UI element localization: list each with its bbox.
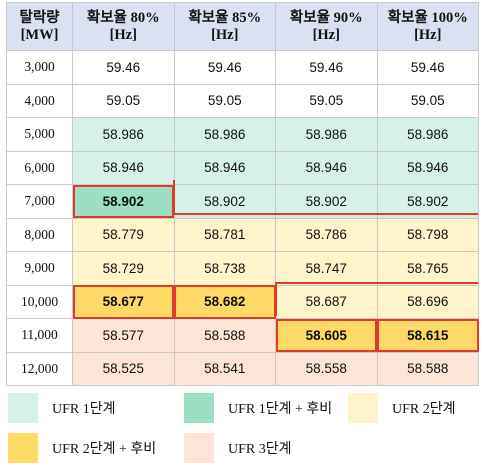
value-cell: 58.577 [72,318,175,353]
frequency-table: 탈락량 [MW] 확보율 80% [Hz] 확보율 85% [Hz] 확보율 90%[… [6,2,479,386]
value-cell: 58.946 [72,150,175,185]
value-cell-highlight: 58.677 [72,284,175,319]
value-cell: 58.779 [72,217,175,252]
boundary-line [275,282,277,316]
header-90: 확보율 90% [Hz] [275,2,378,51]
load-cell: 8,000 [6,217,73,252]
table-row: 9,000 58.729 58.738 58.747 58.765 [6,251,479,286]
value-cell: 58.986 [376,117,479,152]
legend-item: UFR 1단계 + 후비 [184,386,332,430]
legend-swatch [184,393,214,423]
header-load-unit: [MW] [20,26,59,43]
header-80: 확보율 80% [Hz] [72,2,175,51]
value-cell: 59.46 [72,50,175,85]
legend-label: UFR 3단계 [228,442,292,457]
value-cell: 58.696 [376,284,479,319]
load-cell: 6,000 [6,150,73,185]
legend-item: UFR 2단계 [348,386,456,430]
load-cell: 4,000 [6,83,73,118]
value-cell: 58.525 [72,351,175,386]
value-cell: 58.729 [72,251,175,286]
table-row: 6,000 58.946 58.946 58.946 58.946 [6,150,479,185]
header-load-title: 탈락량 [19,9,60,26]
value-cell: 58.687 [275,284,378,319]
table-row: 5,000 58.986 58.986 58.986 58.986 [6,117,479,152]
table-row: 7,000 58.902 58.902 58.902 58.902 [6,184,479,219]
legend-row-2: UFR 2단계 + 후비 UFR 3단계 [8,426,478,470]
header-80-title: 확보율 80% [86,9,160,26]
header-85-title: 확보율 85% [188,9,262,26]
value-cell: 59.46 [173,50,276,85]
table-row: 11,000 58.577 58.588 58.605 58.615 [6,318,479,353]
header-80-unit: [Hz] [109,26,137,43]
value-cell-highlight: 58.682 [173,284,276,319]
header-85-unit: [Hz] [211,26,239,43]
value-cell: 58.902 [275,184,378,219]
value-cell: 58.747 [275,251,378,286]
table-row: 3,000 59.46 59.46 59.46 59.46 [6,50,479,85]
table-row: 4,000 59.05 59.05 59.05 59.05 [6,83,479,118]
header-90-unit: [Hz] [312,26,340,43]
value-cell: 58.946 [275,150,378,185]
load-cell: 12,000 [6,351,73,386]
load-cell: 10,000 [6,284,73,319]
value-cell: 58.558 [275,351,378,386]
value-cell: 58.786 [275,217,378,252]
value-cell: 58.946 [173,150,276,185]
value-cell-highlight: 58.605 [275,318,378,353]
header-90-title: 확보율 90% [289,9,363,26]
legend-swatch [184,433,214,463]
legend-item: UFR 3단계 [184,426,292,470]
boundary-line [275,282,478,284]
value-cell: 59.05 [376,83,479,118]
value-cell: 59.46 [376,50,479,85]
load-cell: 7,000 [6,184,73,219]
boundary-line [173,180,175,215]
header-100: 확보율 100% [Hz] [376,2,479,51]
load-cell: 3,000 [6,50,73,85]
header-load: 탈락량 [MW] [6,2,73,51]
header-100-unit: [Hz] [414,26,442,43]
legend-swatch [8,393,38,423]
legend-label: UFR 1단계 + 후비 [228,402,333,417]
legend-item: UFR 2단계 + 후비 [8,426,156,470]
header-85: 확보율 85% [Hz] [173,2,276,51]
legend-label: UFR 2단계 [392,402,456,417]
load-cell: 11,000 [6,318,73,353]
value-cell: 59.05 [275,83,378,118]
value-cell: 59.46 [275,50,378,85]
value-cell: 58.986 [173,117,276,152]
value-cell: 58.798 [376,217,479,252]
value-cell: 58.588 [376,351,479,386]
legend-swatch [348,393,378,423]
value-cell: 58.986 [275,117,378,152]
value-cell: 58.738 [173,251,276,286]
value-cell: 58.588 [173,318,276,353]
load-cell: 9,000 [6,251,73,286]
boundary-line [173,213,478,215]
legend-label: UFR 2단계 + 후비 [52,442,157,457]
value-cell: 58.781 [173,217,276,252]
legend-row-1: UFR 1단계 UFR 1단계 + 후비 UFR 2단계 [8,386,478,430]
legend-label: UFR 1단계 [52,402,116,417]
value-cell: 59.05 [72,83,175,118]
value-cell: 58.986 [72,117,175,152]
value-cell-highlight: 58.902 [72,184,175,219]
legend-swatch [8,433,38,463]
header-100-title: 확보율 100% [387,9,468,26]
value-cell: 58.946 [376,150,479,185]
value-cell-highlight: 58.615 [376,318,479,353]
value-cell: 58.765 [376,251,479,286]
value-cell: 58.902 [376,184,479,219]
value-cell: 59.05 [173,83,276,118]
table-row: 12,000 58.525 58.541 58.558 58.588 [6,351,479,386]
legend-item: UFR 1단계 [8,386,116,430]
table-row: 8,000 58.779 58.781 58.786 58.798 [6,217,479,252]
value-cell: 58.541 [173,351,276,386]
table-header-row: 탈락량 [MW] 확보율 80% [Hz] 확보율 85% [Hz] 확보율 90%[… [6,2,479,51]
load-cell: 5,000 [6,117,73,152]
table-row: 10,000 58.677 58.682 58.687 58.696 [6,284,479,319]
